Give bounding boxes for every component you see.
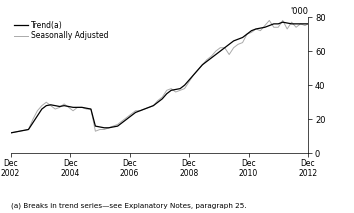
- Text: '000: '000: [290, 7, 308, 16]
- Legend: Trend(a), Seasonally Adjusted: Trend(a), Seasonally Adjusted: [13, 19, 110, 42]
- Text: (a) Breaks in trend series—see Explanatory Notes, paragraph 25.: (a) Breaks in trend series—see Explanato…: [11, 202, 246, 209]
